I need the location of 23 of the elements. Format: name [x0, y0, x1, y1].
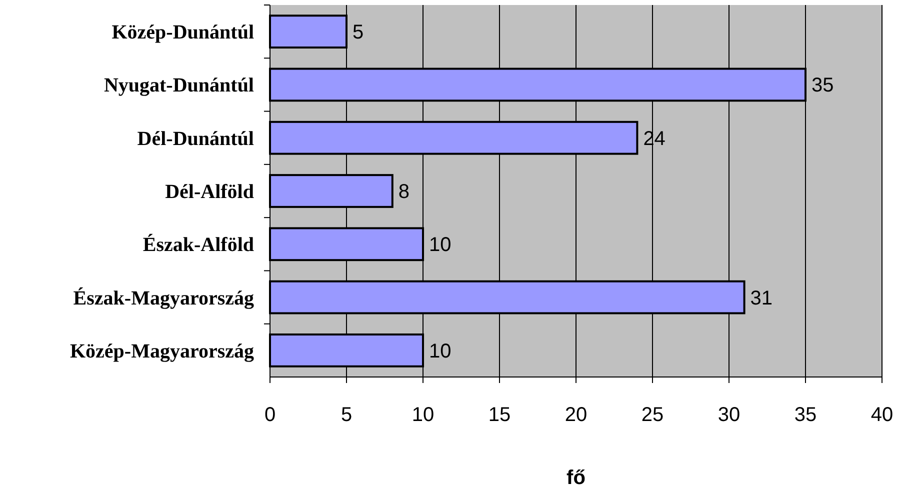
x-tick-label: 5 — [340, 404, 352, 426]
x-tick-label: 30 — [718, 404, 740, 426]
x-tick-label: 25 — [641, 404, 664, 426]
y-tick-label: Közép-Dunántúl — [112, 22, 254, 44]
y-tick-label: Észak-Alföld — [142, 233, 254, 256]
data-label: 31 — [750, 287, 773, 310]
y-tick-label: Dél-Alföld — [165, 181, 254, 203]
x-tick-label: 10 — [412, 404, 434, 426]
x-tick-label: 40 — [870, 404, 894, 426]
x-tick-label: 15 — [488, 404, 511, 426]
data-label: 10 — [429, 234, 452, 256]
data-label: 10 — [429, 340, 452, 362]
x-tick-label: 35 — [794, 404, 817, 426]
data-label: 8 — [398, 181, 410, 203]
y-tick-label: Észak-Magyarország — [73, 286, 254, 310]
data-label: 5 — [352, 22, 364, 44]
data-label: 35 — [812, 74, 834, 97]
y-tick-label: Dél-Dunántúl — [137, 128, 254, 150]
y-tick-label: Nyugat-Dunántúl — [104, 74, 254, 97]
x-axis-title: fő — [566, 467, 586, 489]
x-tick-label: 20 — [564, 404, 588, 426]
x-tick-label: 0 — [264, 404, 276, 426]
y-tick-label: Közép-Magyarország — [70, 340, 254, 362]
